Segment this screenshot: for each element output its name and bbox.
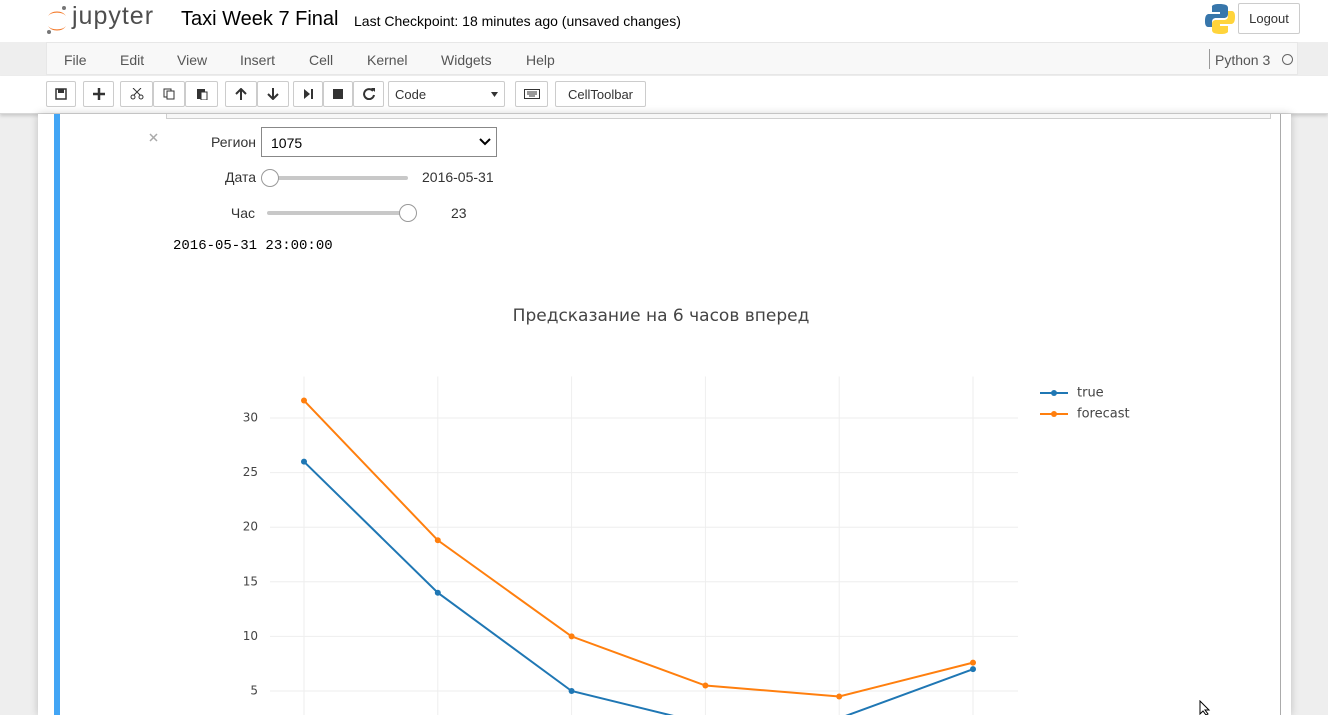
paste-button[interactable] (185, 81, 218, 107)
close-output[interactable] (149, 133, 158, 142)
hour-label: Час (230, 205, 255, 221)
kernel-indicator (1282, 54, 1293, 65)
input-area (166, 114, 1271, 119)
y-tick-label: 15 (243, 574, 258, 588)
cell (54, 114, 1281, 715)
y-tick-label: 30 (243, 410, 258, 424)
legend-marker (1051, 411, 1057, 417)
header: jupyter Taxi Week 7 Final Last Checkpoin… (0, 0, 1328, 42)
point (301, 397, 307, 404)
cut-button[interactable] (120, 81, 153, 107)
point (568, 633, 575, 640)
point (836, 693, 843, 700)
legend-label: forecast (1077, 407, 1130, 422)
y-tick-label: 20 (243, 520, 258, 534)
logo-text[interactable]: jupyter (72, 2, 155, 30)
menu-item[interactable]: Help (526, 52, 555, 68)
series-line (303, 399, 974, 698)
legend-marker (1051, 390, 1057, 396)
keyboard-button[interactable] (515, 81, 548, 107)
kernel-name[interactable]: Python 3 (1215, 52, 1271, 68)
menu-item[interactable]: Kernel (367, 52, 408, 68)
date-label: Дата (224, 169, 256, 185)
celltoolbar-button[interactable]: CellToolbar (555, 81, 646, 107)
menu-item[interactable]: Insert (240, 52, 276, 68)
region-value: 1075 (271, 135, 303, 151)
jupyter-icon (47, 6, 66, 34)
y-tick-label: 25 (243, 465, 258, 479)
menubar: Python 3 File Edit View Insert Cell Kernel Wid… (46, 42, 1298, 75)
notebook-container: Регион 1075 Дата 2016-05-31 Час 23 2016-… (38, 114, 1291, 715)
separator (1209, 49, 1210, 69)
cell-type-select[interactable]: Code (388, 81, 505, 107)
notebook-title[interactable]: Taxi Week 7 Final (181, 8, 339, 30)
output-text: 2016-05-31 23:00:00 (173, 238, 333, 254)
restart-button[interactable] (353, 81, 384, 107)
insert-button[interactable] (83, 81, 114, 107)
point (970, 659, 976, 666)
legend-label: true (1077, 386, 1104, 401)
run-button[interactable] (293, 81, 323, 107)
point (702, 682, 709, 689)
cell-type: Code (395, 86, 427, 102)
date-slider-handle[interactable] (261, 169, 279, 187)
menu-item[interactable]: Edit (120, 52, 145, 68)
point (568, 687, 575, 694)
date-value: 2016-05-31 (422, 169, 494, 185)
series-line (303, 460, 974, 715)
point (970, 666, 976, 673)
checkpoint: Last Checkpoint: 18 minutes ago (unsaved… (354, 13, 681, 29)
menu-item[interactable]: File (64, 52, 87, 68)
hour-slider[interactable] (267, 211, 408, 215)
y-tick-label: 5 (250, 683, 258, 697)
menu-item[interactable]: Widgets (441, 52, 492, 68)
cursor (1199, 700, 1211, 715)
hour-value: 23 (451, 205, 467, 221)
hour-slider-handle[interactable] (399, 204, 417, 222)
chart-title: Предсказание на 6 часов вперед (513, 306, 810, 326)
region-label: Регион (211, 134, 256, 150)
logout-button[interactable]: Logout (1238, 3, 1300, 34)
y-tick-label: 10 (243, 629, 258, 643)
point (434, 589, 441, 596)
menu-item[interactable]: View (177, 52, 208, 68)
copy-button[interactable] (153, 81, 185, 107)
move-up-button[interactable] (225, 81, 257, 107)
point (434, 537, 441, 544)
menu-item[interactable]: Cell (309, 52, 334, 68)
point (301, 458, 307, 465)
toolbar: Code CellToolbar (0, 76, 1328, 114)
save-button[interactable] (46, 81, 76, 107)
move-down-button[interactable] (257, 81, 289, 107)
region-select[interactable]: 1075 (261, 127, 497, 157)
python-logo (1205, 4, 1235, 34)
date-slider[interactable] (270, 176, 408, 180)
stop-button[interactable] (323, 81, 353, 107)
